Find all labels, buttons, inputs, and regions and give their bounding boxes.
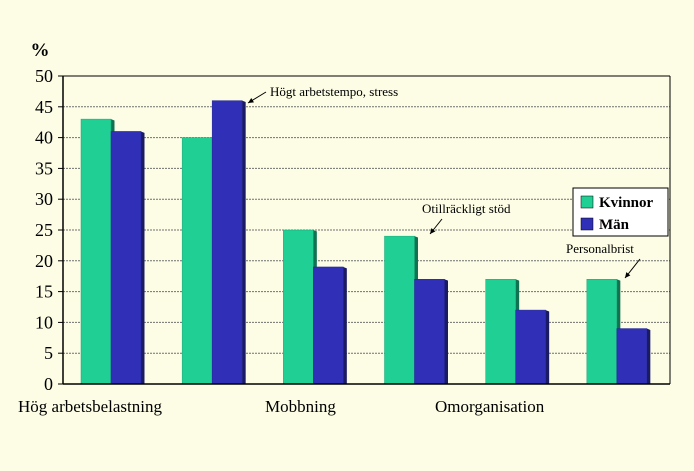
bar-män [110,131,142,385]
bar-män [211,100,243,385]
y-unit-label: % [31,40,50,61]
y-tick-label: 25 [35,220,53,240]
y-tick-labels: 0 5 10 15 20 25 30 35 40 45 50 [35,66,53,394]
annotation-arrow-head [430,228,436,234]
bar-kvinnor [283,229,314,385]
y-tick-label: 15 [35,282,53,302]
bar-män [313,266,344,385]
x-tick-label: Hög arbetsbelastning [18,397,162,416]
legend-label-män: Män [599,217,630,233]
annotation-arrow-head [248,97,254,103]
bar-side-män [646,328,651,384]
bar-side-män [545,310,550,384]
grid-lines [63,75,670,384]
bar-män [515,309,546,385]
y-tick-label: 20 [35,251,53,271]
legend-swatch-män [580,217,594,231]
y-tick-label: 40 [35,128,53,148]
legend-swatch-kvinnor [580,195,594,209]
bar-män [616,328,648,385]
bar-män [414,279,445,385]
bar-side-män [141,131,145,384]
y-tick-label: 10 [35,312,53,332]
x-tick-label: Mobbning [265,397,336,416]
bar-kvinnor [80,118,112,385]
bars [80,100,651,385]
y-tick-label: 50 [35,66,53,86]
y-tick-label: 45 [35,97,53,117]
bar-side-män [444,279,448,384]
bar-kvinnor [586,279,618,385]
bar-side-män [343,266,347,384]
y-tick-label: 0 [44,374,53,394]
y-tick-label: 30 [35,189,53,209]
axes [58,75,671,385]
y-tick-label: 5 [44,343,53,363]
x-tick-label: Omorganisation [435,397,545,416]
bar-side-män [242,100,246,384]
annotation-label: Otillräckligt stöd [422,201,511,216]
x-tick-labels: Hög arbetsbelastning Mobbning Omorganisati… [18,397,545,416]
bar-kvinnor [181,137,213,385]
bar-kvinnor [485,279,516,385]
annotations: Högt arbetstempo, stress Otillräckligt st… [247,84,641,279]
legend: Kvinnor Män [572,187,669,237]
bar-kvinnor [384,235,415,385]
annotation-arrow-head [625,272,631,278]
annotation-label: Personalbrist [566,241,634,256]
y-tick-label: 35 [35,158,53,178]
legend-label-kvinnor: Kvinnor [599,195,654,211]
annotation-label: Högt arbetstempo, stress [270,84,398,99]
